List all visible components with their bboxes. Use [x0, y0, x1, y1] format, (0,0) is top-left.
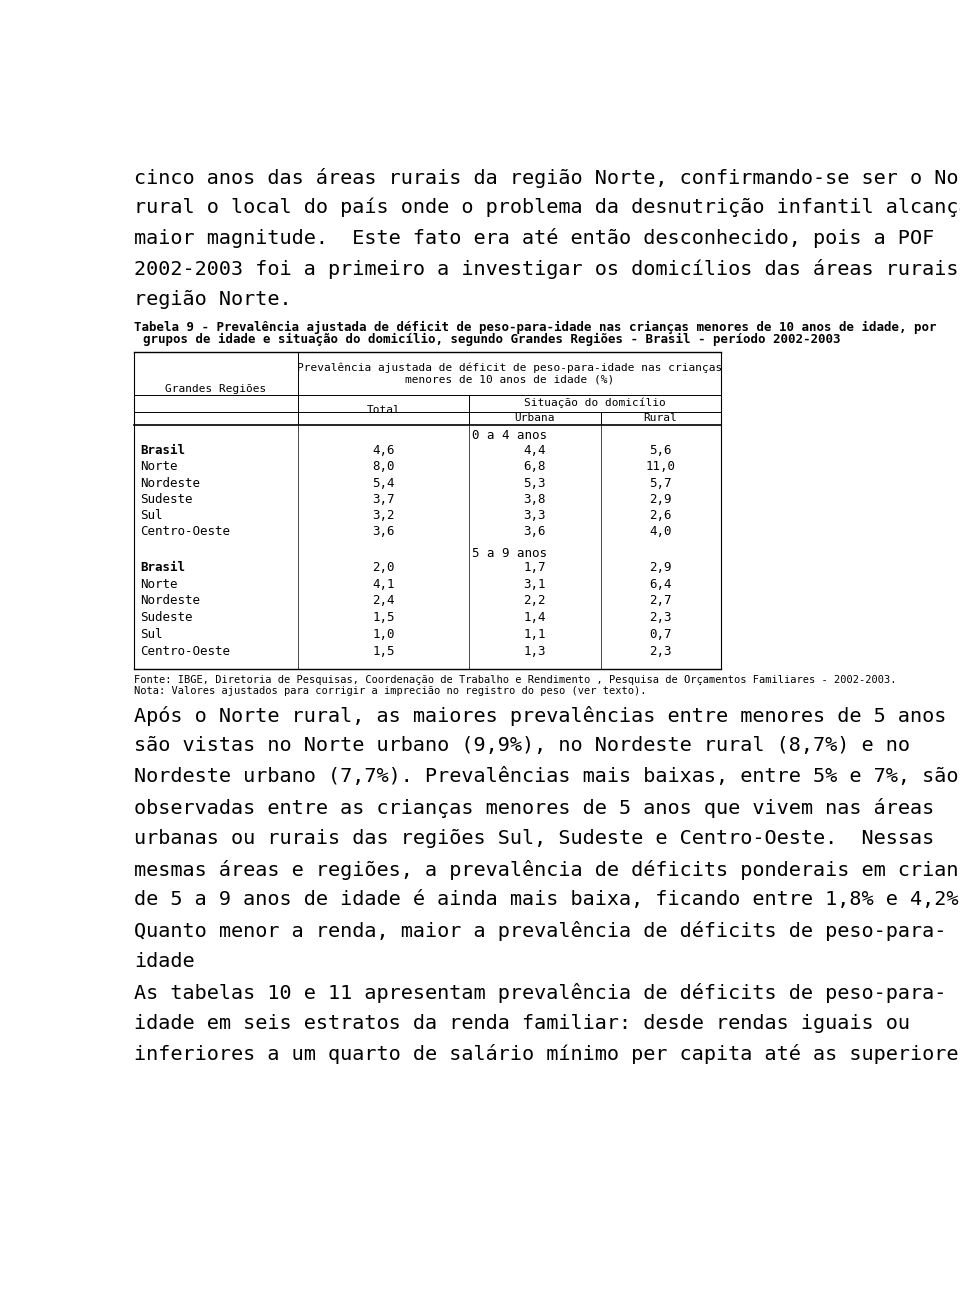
Text: 3,3: 3,3	[523, 509, 546, 522]
Text: 3,1: 3,1	[523, 577, 546, 590]
Text: 3,8: 3,8	[523, 493, 546, 506]
Text: 5,7: 5,7	[649, 476, 672, 489]
Text: 5,4: 5,4	[372, 476, 395, 489]
Text: 4,4: 4,4	[523, 443, 546, 457]
Text: 1,1: 1,1	[523, 627, 546, 640]
Text: Brasil: Brasil	[140, 443, 185, 457]
Text: de 5 a 9 anos de idade é ainda mais baixa, ficando entre 1,8% e 4,2%.: de 5 a 9 anos de idade é ainda mais baix…	[134, 891, 960, 909]
Text: Após o Norte rural, as maiores prevalências entre menores de 5 anos: Após o Norte rural, as maiores prevalênc…	[134, 706, 947, 726]
Text: Urbana: Urbana	[515, 413, 555, 424]
Text: 0 a 4 anos: 0 a 4 anos	[472, 429, 547, 442]
Text: 3,2: 3,2	[372, 509, 395, 522]
Text: Centro-Oeste: Centro-Oeste	[140, 525, 230, 538]
Text: 11,0: 11,0	[645, 461, 676, 474]
Text: 2002-2003 foi a primeiro a investigar os domicílios das áreas rurais da: 2002-2003 foi a primeiro a investigar os…	[134, 258, 960, 279]
Text: 2,9: 2,9	[649, 493, 672, 506]
Text: 1,0: 1,0	[372, 627, 395, 640]
Text: 2,9: 2,9	[649, 560, 672, 573]
Text: 5,6: 5,6	[649, 443, 672, 457]
Text: maior magnitude.  Este fato era até então desconhecido, pois a POF: maior magnitude. Este fato era até então…	[134, 228, 934, 248]
Text: Prevalência ajustada de déficit de peso-para-idade nas crianças
menores de 10 an: Prevalência ajustada de déficit de peso-…	[297, 362, 722, 384]
Text: 3,6: 3,6	[523, 525, 546, 538]
Text: Situação do domicílio: Situação do domicílio	[524, 398, 665, 408]
Text: 5,3: 5,3	[523, 476, 546, 489]
Text: 2,7: 2,7	[649, 594, 672, 607]
Text: 3,7: 3,7	[372, 493, 395, 506]
Text: 2,4: 2,4	[372, 594, 395, 607]
Text: Tabela 9 - Prevalência ajustada de déficit de peso-para-idade nas crianças menor: Tabela 9 - Prevalência ajustada de défic…	[134, 320, 936, 333]
Text: cinco anos das áreas rurais da região Norte, confirmando-se ser o Norte: cinco anos das áreas rurais da região No…	[134, 168, 960, 188]
Text: Nordeste: Nordeste	[140, 476, 200, 489]
Text: região Norte.: região Norte.	[134, 290, 292, 308]
Text: Total: Total	[367, 405, 400, 415]
Text: 6,8: 6,8	[523, 461, 546, 474]
Text: inferiores a um quarto de salário mínimo per capita até as superiores a: inferiores a um quarto de salário mínimo…	[134, 1044, 960, 1064]
Text: Quanto menor a renda, maior a prevalência de déficits de peso-para-: Quanto menor a renda, maior a prevalênci…	[134, 921, 947, 941]
Text: 2,2: 2,2	[523, 594, 546, 607]
Text: idade em seis estratos da renda familiar: desde rendas iguais ou: idade em seis estratos da renda familiar…	[134, 1014, 910, 1033]
Text: 1,5: 1,5	[372, 644, 395, 657]
Text: 1,4: 1,4	[523, 611, 546, 625]
Text: Nordeste: Nordeste	[140, 594, 200, 607]
Text: 4,0: 4,0	[649, 525, 672, 538]
Text: 5 a 9 anos: 5 a 9 anos	[472, 547, 547, 560]
Text: Centro-Oeste: Centro-Oeste	[140, 644, 230, 657]
Text: 8,0: 8,0	[372, 461, 395, 474]
Text: Fonte: IBGE, Diretoria de Pesquisas, Coordenação de Trabalho e Rendimento , Pesq: Fonte: IBGE, Diretoria de Pesquisas, Coo…	[134, 674, 897, 685]
Text: Brasil: Brasil	[140, 560, 185, 573]
Text: Norte: Norte	[140, 461, 178, 474]
Text: 4,1: 4,1	[372, 577, 395, 590]
Text: Sudeste: Sudeste	[140, 493, 193, 506]
Text: são vistas no Norte urbano (9,9%), no Nordeste rural (8,7%) e no: são vistas no Norte urbano (9,9%), no No…	[134, 736, 910, 756]
Text: rural o local do país onde o problema da desnutrição infantil alcança a: rural o local do país onde o problema da…	[134, 198, 960, 216]
Text: Grandes Regiões: Grandes Regiões	[165, 384, 267, 394]
Text: 1,5: 1,5	[372, 611, 395, 625]
Text: Sul: Sul	[140, 509, 162, 522]
Text: observadas entre as crianças menores de 5 anos que vivem nas áreas: observadas entre as crianças menores de …	[134, 798, 934, 819]
Text: Nota: Valores ajustados para corrigir a imprecião no registro do peso (ver texto: Nota: Valores ajustados para corrigir a …	[134, 686, 646, 695]
Text: Rural: Rural	[644, 413, 678, 424]
Text: 1,3: 1,3	[523, 644, 546, 657]
Text: Sudeste: Sudeste	[140, 611, 193, 625]
Text: 6,4: 6,4	[649, 577, 672, 590]
Text: Norte: Norte	[140, 577, 178, 590]
Text: 1,7: 1,7	[523, 560, 546, 573]
Text: 3,6: 3,6	[372, 525, 395, 538]
Text: 0,7: 0,7	[649, 627, 672, 640]
Text: Sul: Sul	[140, 627, 162, 640]
Text: grupos de idade e situação do domicílio, segundo Grandes Regiões - Brasil - perí: grupos de idade e situação do domicílio,…	[143, 333, 841, 346]
Text: urbanas ou rurais das regiões Sul, Sudeste e Centro-Oeste.  Nessas: urbanas ou rurais das regiões Sul, Sudes…	[134, 829, 934, 848]
Text: mesmas áreas e regiões, a prevalência de déficits ponderais em crianças: mesmas áreas e regiões, a prevalência de…	[134, 859, 960, 879]
Text: idade: idade	[134, 953, 195, 971]
Text: 4,6: 4,6	[372, 443, 395, 457]
Text: 2,0: 2,0	[372, 560, 395, 573]
Text: 2,3: 2,3	[649, 644, 672, 657]
Text: As tabelas 10 e 11 apresentam prevalência de déficits de peso-para-: As tabelas 10 e 11 apresentam prevalênci…	[134, 983, 947, 1002]
Text: Nordeste urbano (7,7%). Prevalências mais baixas, entre 5% e 7%, são: Nordeste urbano (7,7%). Prevalências mai…	[134, 768, 958, 786]
Text: 2,6: 2,6	[649, 509, 672, 522]
Text: 2,3: 2,3	[649, 611, 672, 625]
